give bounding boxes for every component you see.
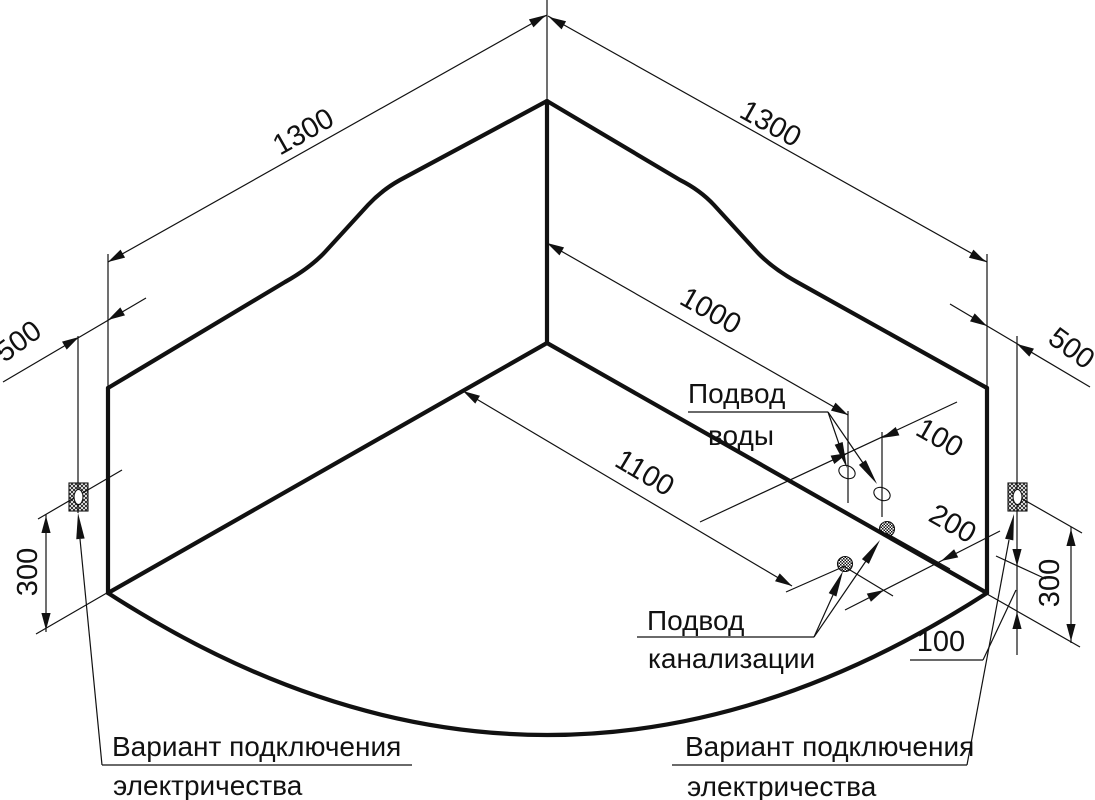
extension-line-200-a: [844, 566, 894, 597]
dim-value-1300-right: 1300: [734, 94, 806, 153]
rim-left-edge: [105, 98, 550, 391]
extension-line-300-right-bottom: [986, 593, 1081, 648]
electric-right-label-line1: Вариант подключения: [685, 731, 974, 762]
leader-arrowhead: [1005, 513, 1019, 541]
leader-sewage-branch-1: [813, 594, 834, 638]
connection-points: [68, 464, 1028, 573]
water-supply-label-line1: Подвод: [688, 378, 785, 409]
leader-electric-right: [966, 539, 1010, 766]
dimension-arrowhead: [938, 549, 959, 566]
front-apron-arc: [105, 590, 990, 738]
dim-value-100-corner: 100: [917, 626, 965, 658]
dimension-line-1300-left: [107, 14, 548, 263]
dimension-arrowhead: [546, 12, 567, 30]
leader-sewage-branch-2: [813, 560, 867, 638]
extension-line-300-left-bottom: [35, 589, 113, 635]
dim-value-1000: 1000: [675, 281, 747, 341]
right-wall-bottom-edge: [544, 340, 990, 596]
dimension-arrowhead: [775, 573, 795, 590]
dimension-arrowhead: [105, 249, 126, 267]
electric-left-label-line2: электричества: [113, 770, 303, 800]
sewage-point-1: [836, 555, 854, 573]
dimension-arrowhead: [1012, 612, 1022, 629]
leader-electric-left: [79, 538, 103, 766]
water-point-1: [838, 464, 856, 480]
leader-arrowhead: [858, 460, 881, 487]
leader-water-branch-2: [827, 411, 864, 464]
extension-line-200-b: [885, 532, 951, 570]
dimension-arrowhead: [830, 402, 851, 419]
dimension-arrowhead: [866, 585, 887, 602]
leader-water-branch-1: [827, 411, 840, 445]
rim-right-edge: [544, 98, 990, 391]
dimension-arrowhead: [880, 426, 900, 443]
dim-value-300-left: 300: [12, 548, 44, 596]
dimension-arrowhead: [968, 249, 989, 267]
electric-right-label-line2: электричества: [687, 771, 877, 800]
dim-value-200: 200: [924, 498, 982, 550]
dimension-line-1000: [546, 242, 849, 416]
sewage-label-line2: канализации: [648, 643, 815, 674]
leader-arrowhead: [861, 537, 884, 564]
leader-100-corner: [982, 589, 1017, 661]
water-point-2: [873, 486, 891, 502]
dimension-arrowhead: [1066, 529, 1076, 546]
annotation-labels: Подвод воды Подвод канализации Вариант п…: [112, 378, 974, 800]
dimension-arrowhead: [41, 613, 51, 630]
dimension-line-1100: [462, 390, 793, 587]
dim-value-1100: 1100: [610, 444, 680, 503]
dim-value-500-left: 500: [0, 315, 48, 369]
left-wall-bottom-edge: [105, 340, 550, 596]
bathtub-outline: [105, 98, 990, 738]
dimension-arrowhead: [1066, 624, 1076, 641]
dimension-line-1300-right: [547, 15, 988, 263]
extension-line-100-right-top: [995, 555, 1047, 580]
electric-point-left-socket: [73, 488, 84, 506]
dim-value-300-right: 300: [1034, 559, 1066, 607]
dimension-arrowhead: [528, 10, 549, 28]
dimension-line-100-water: [699, 401, 958, 523]
sewage-point-2: [878, 520, 896, 538]
dimension-arrowhead: [1012, 549, 1022, 566]
sewage-label-line1: Подвод: [647, 605, 744, 636]
dimension-arrowhead: [41, 516, 51, 533]
dim-value-1300-left: 1300: [268, 102, 340, 162]
extension-line-1100-right: [785, 565, 846, 593]
electric-left-label-line1: Вариант подключения: [112, 731, 401, 762]
water-supply-label-line2: воды: [708, 420, 774, 451]
electric-point-right-socket: [1012, 488, 1023, 506]
leader-arrowhead: [73, 512, 85, 540]
dim-value-500-right: 500: [1042, 322, 1095, 376]
